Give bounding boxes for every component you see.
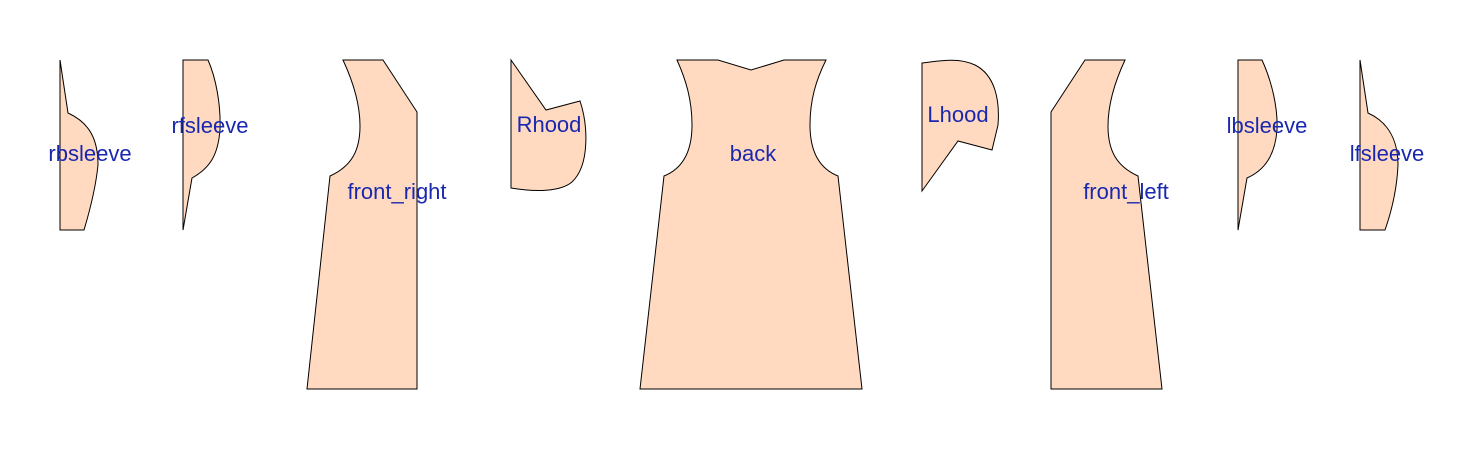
- piece-lfsleeve: lfsleeve: [1350, 59, 1425, 231]
- piece-lbsleeve-label: lbsleeve: [1227, 113, 1308, 138]
- piece-rfsleeve-label: rfsleeve: [171, 113, 248, 138]
- piece-lbsleeve-shape: [1237, 59, 1278, 231]
- piece-lhood: Lhood: [921, 59, 999, 193]
- piece-rfsleeve: rfsleeve: [171, 59, 249, 231]
- piece-back: back: [639, 59, 863, 390]
- piece-rfsleeve-shape: [182, 59, 221, 231]
- piece-rbsleeve-shape: [59, 59, 99, 231]
- piece-lhood-label: Lhood: [927, 102, 988, 127]
- piece-front-right-shape: [306, 59, 418, 390]
- piece-front-left: front_left: [1050, 59, 1169, 390]
- piece-rhood-shape: [510, 58, 587, 191]
- piece-lhood-shape: [921, 59, 999, 193]
- piece-front-right-label: front_right: [347, 179, 446, 204]
- piece-lbsleeve: lbsleeve: [1227, 59, 1308, 231]
- piece-back-shape: [639, 59, 863, 390]
- piece-front-left-label: front_left: [1083, 179, 1169, 204]
- piece-lfsleeve-shape: [1359, 59, 1399, 231]
- piece-rhood-label: Rhood: [517, 112, 582, 137]
- piece-front-left-shape: [1050, 59, 1163, 390]
- piece-lfsleeve-label: lfsleeve: [1350, 141, 1425, 166]
- piece-rhood: Rhood: [510, 58, 587, 191]
- piece-back-label: back: [730, 141, 777, 166]
- piece-rbsleeve: rbsleeve: [48, 59, 132, 231]
- piece-front-right: front_right: [306, 59, 447, 390]
- piece-rbsleeve-label: rbsleeve: [48, 141, 131, 166]
